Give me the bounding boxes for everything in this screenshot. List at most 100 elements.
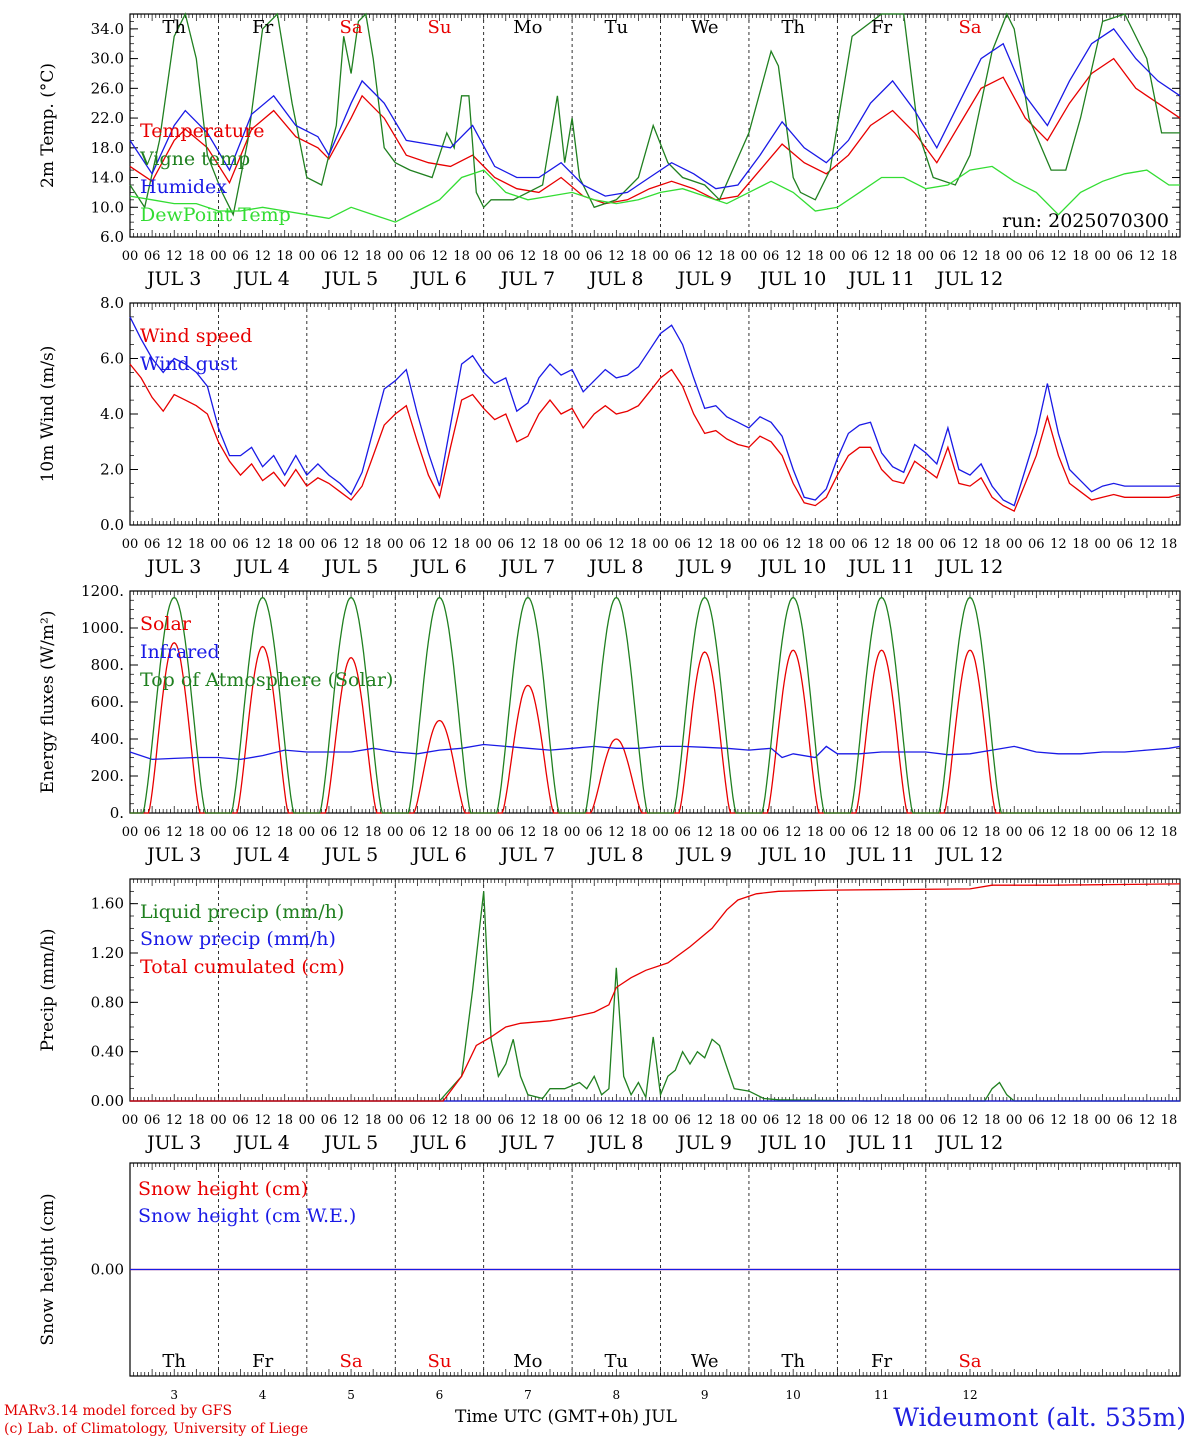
date-label: JUL 8 — [587, 844, 643, 866]
hour-tick-label: 12 — [962, 249, 979, 264]
hour-tick-label: 18 — [453, 249, 470, 264]
hour-tick-label: 06 — [409, 537, 426, 552]
day-number-label: 8 — [612, 1388, 620, 1402]
y-tick-label: 8.0 — [100, 294, 124, 312]
hour-tick-label: 00 — [564, 1113, 581, 1128]
date-label: JUL 6 — [410, 268, 466, 290]
hour-tick-label: 00 — [564, 825, 581, 840]
panel-1: 6.0 10.0 14.0 18.0 22.0 26.0 30.0 34.0 2m Temp. … — [38, 12, 1181, 290]
date-label: JUL 6 — [410, 1132, 466, 1154]
hour-tick-label: 00 — [918, 537, 935, 552]
hour-tick-label: 00 — [741, 1113, 758, 1128]
legend-label: Solar — [140, 613, 192, 635]
hour-tick-label: 00 — [564, 537, 581, 552]
y-axis-title: Precip (mm/h) — [38, 928, 58, 1051]
date-label: JUL 3 — [145, 844, 201, 866]
hour-tick-label: 00 — [299, 249, 316, 264]
footer-credits: MARv3.14 model forced by GFS (c) Lab. of… — [4, 1402, 308, 1438]
y-tick-label: 0.80 — [91, 993, 124, 1011]
series-line-infrared — [129, 743, 1181, 761]
series-line-humidex — [129, 28, 1181, 197]
hour-tick-label: 18 — [542, 249, 559, 264]
hour-tick-label: 18 — [1072, 537, 1089, 552]
hour-tick-label: 06 — [498, 825, 515, 840]
hour-tick-label: 18 — [719, 825, 736, 840]
hour-tick-label: 18 — [1072, 825, 1089, 840]
y-tick-label: 30.0 — [91, 50, 124, 68]
hour-tick-label: 06 — [586, 825, 603, 840]
hour-tick-label: 06 — [763, 537, 780, 552]
hour-tick-label: 06 — [586, 249, 603, 264]
hour-tick-label: 00 — [210, 825, 227, 840]
hour-tick-label: 06 — [232, 825, 249, 840]
y-tick-label: 200. — [91, 767, 124, 785]
hour-tick-label: 06 — [940, 537, 957, 552]
hour-tick-label: 18 — [895, 1113, 912, 1128]
hour-tick-label: 06 — [321, 825, 338, 840]
hour-tick-label: 12 — [785, 1113, 802, 1128]
date-label: JUL 11 — [846, 556, 914, 578]
date-label: JUL 8 — [587, 1132, 643, 1154]
hour-tick-label: 12 — [343, 249, 360, 264]
legend-label: Wind gust — [140, 353, 238, 375]
hour-tick-label: 18 — [895, 249, 912, 264]
hour-tick-label: 00 — [475, 1113, 492, 1128]
hour-tick-label: 18 — [630, 537, 647, 552]
hour-tick-label: 00 — [299, 537, 316, 552]
date-label: JUL 4 — [233, 556, 289, 578]
date-label: JUL 8 — [587, 268, 643, 290]
plot-frame — [129, 590, 1181, 814]
hour-tick-label: 12 — [254, 825, 271, 840]
y-tick-label: 14.0 — [91, 169, 124, 187]
hour-tick-label: 18 — [188, 249, 205, 264]
hour-tick-label: 18 — [1161, 249, 1178, 264]
date-label: JUL 4 — [233, 268, 289, 290]
weekday-label: Th — [162, 17, 186, 38]
hour-tick-label: 06 — [851, 249, 868, 264]
hour-tick-label: 00 — [918, 249, 935, 264]
hour-tick-label: 06 — [498, 1113, 515, 1128]
hour-tick-label: 12 — [166, 825, 183, 840]
date-label: JUL 12 — [935, 1132, 1003, 1154]
date-label: JUL 3 — [145, 556, 201, 578]
hour-tick-label: 18 — [1161, 825, 1178, 840]
hour-tick-label: 06 — [674, 537, 691, 552]
hour-tick-label: 18 — [365, 537, 382, 552]
date-label: JUL 9 — [676, 556, 732, 578]
hour-tick-label: 12 — [962, 1113, 979, 1128]
hour-tick-label: 06 — [674, 825, 691, 840]
hour-tick-label: 12 — [962, 825, 979, 840]
weekday-label: Su — [428, 17, 452, 38]
hour-tick-label: 06 — [1028, 825, 1045, 840]
hour-tick-label: 06 — [498, 537, 515, 552]
date-label: JUL 5 — [322, 268, 378, 290]
weekday-label: Mo — [513, 17, 542, 38]
hour-tick-label: 12 — [1050, 249, 1067, 264]
hour-tick-label: 00 — [652, 825, 669, 840]
hour-tick-label: 00 — [210, 249, 227, 264]
date-label: JUL 7 — [499, 268, 555, 290]
day-number-label: 11 — [874, 1388, 889, 1402]
hour-tick-label: 18 — [807, 825, 824, 840]
hour-tick-label: 00 — [829, 1113, 846, 1128]
hour-tick-label: 18 — [807, 249, 824, 264]
hour-tick-label: 12 — [608, 537, 625, 552]
hour-tick-label: 12 — [1050, 825, 1067, 840]
hour-tick-label: 00 — [918, 825, 935, 840]
hour-tick-label: 06 — [1116, 537, 1133, 552]
y-tick-label: 800. — [91, 656, 124, 674]
hour-tick-label: 12 — [873, 249, 890, 264]
hour-tick-label: 06 — [232, 249, 249, 264]
hour-tick-label: 18 — [188, 825, 205, 840]
hour-tick-label: 12 — [696, 1113, 713, 1128]
hour-tick-label: 12 — [254, 1113, 271, 1128]
hour-tick-label: 18 — [1161, 1113, 1178, 1128]
hour-tick-label: 18 — [276, 1113, 293, 1128]
y-tick-label: 0.00 — [91, 1092, 124, 1110]
y-tick-label: 22.0 — [91, 109, 124, 127]
hour-tick-label: 18 — [542, 537, 559, 552]
hour-tick-label: 06 — [409, 825, 426, 840]
hour-tick-label: 00 — [1094, 825, 1111, 840]
weekday-label: Fr — [252, 1351, 273, 1372]
